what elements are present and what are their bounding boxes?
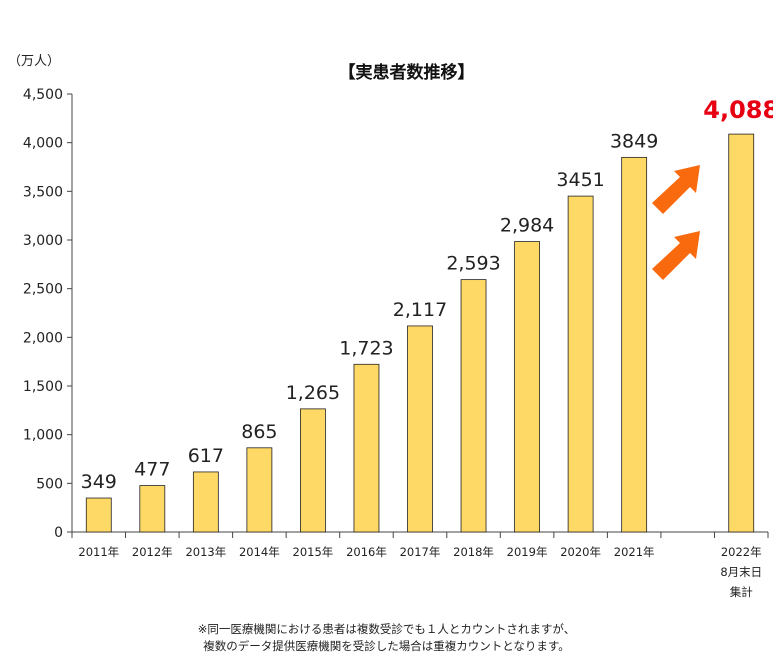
- footnote-line-2: 複数のデータ提供医療機関を受診した場合は重複カウントとなります。: [203, 639, 570, 653]
- bar-8: [514, 241, 540, 533]
- data-label-2: 617: [188, 445, 224, 467]
- data-label-7: 2,593: [446, 253, 500, 275]
- y-axis-unit-label: （万人）: [8, 54, 61, 69]
- x-tick-label: 2014年: [239, 545, 280, 559]
- chart-title: 【実患者数推移】: [338, 63, 475, 83]
- y-tick-label: 1,000: [23, 428, 63, 444]
- bar-7: [460, 279, 487, 533]
- bar-4: [300, 408, 326, 533]
- data-label-8: 2,984: [500, 215, 554, 237]
- data-label-6: 2,117: [393, 299, 447, 321]
- data-label-3: 865: [241, 421, 277, 443]
- y-tick-label: 2,500: [23, 282, 63, 298]
- y-tick-label: 500: [36, 476, 63, 492]
- x-tick-label: 2020年: [560, 545, 601, 559]
- bar-5: [353, 363, 380, 533]
- y-tick-label: 4,000: [23, 136, 63, 152]
- y-tick-label: 3,500: [23, 184, 63, 200]
- bar-0: [85, 497, 112, 533]
- y-tick-label: 4,500: [23, 87, 63, 103]
- x-tick-label: 2011年: [78, 545, 119, 559]
- y-tick-label: 0: [54, 525, 63, 541]
- x-tick-label: 2021年: [614, 545, 655, 559]
- bar-1: [139, 485, 166, 533]
- x-tick-label: 2016年: [346, 545, 387, 559]
- footnote: ※同一医療機関における患者は複数受診でも１人とカウントされますが、 複数のデータ…: [0, 621, 773, 655]
- bar-10: [621, 156, 648, 533]
- data-label-9: 3451: [556, 169, 604, 191]
- x-tick-label: 2022年: [721, 545, 762, 559]
- data-label-0: 349: [81, 471, 117, 493]
- data-label-4: 1,265: [286, 382, 340, 404]
- x-tick-label: 2012年: [132, 545, 173, 559]
- bar-2: [192, 471, 219, 533]
- y-tick-label: 1,500: [23, 379, 63, 395]
- x-tick-label: 8月末日: [720, 565, 762, 579]
- x-tick-label: 2019年: [507, 545, 548, 559]
- bar-9: [567, 195, 594, 533]
- y-tick-label: 2,000: [23, 330, 63, 346]
- footnote-line-1: ※同一医療機関における患者は複数受診でも１人とカウントされますが、: [197, 622, 576, 636]
- y-tick-label: 3,000: [23, 233, 63, 249]
- bar-12: [728, 133, 755, 533]
- data-label-12: 4,088: [703, 96, 773, 124]
- x-tick-label: 集計: [730, 585, 753, 599]
- x-tick-label: 2015年: [293, 545, 334, 559]
- up-arrow-icon: [652, 231, 700, 280]
- bar-3: [246, 447, 273, 533]
- x-tick-label: 2017年: [400, 545, 441, 559]
- data-label-10: 3849: [610, 130, 658, 152]
- up-arrow-icon: [652, 165, 700, 214]
- data-label-5: 1,723: [339, 337, 393, 359]
- data-label-1: 477: [134, 459, 170, 481]
- bar-6: [407, 325, 433, 533]
- x-tick-label: 2018年: [453, 545, 494, 559]
- x-tick-label: 2013年: [185, 545, 226, 559]
